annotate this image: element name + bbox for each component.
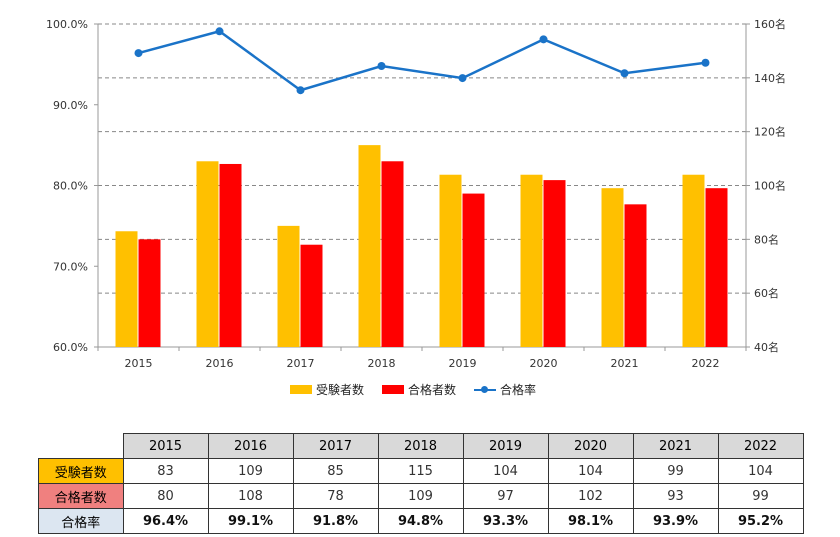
table-cell: 83 xyxy=(122,458,209,484)
table-cell: 99.1% xyxy=(207,508,294,534)
rate-point xyxy=(215,27,224,36)
table-cell: 94.8% xyxy=(377,508,464,534)
y-left-tick-label: 100.0% xyxy=(46,18,88,31)
y-right-tick-label: 60名 xyxy=(754,286,779,300)
table-cell: 108 xyxy=(207,483,294,509)
legend-label-rate: 合格率 xyxy=(500,383,537,397)
rate-point xyxy=(701,58,710,67)
x-tick-label: 2020 xyxy=(530,357,558,370)
y-right-tick-label: 160名 xyxy=(754,17,786,31)
rate-point xyxy=(296,86,305,95)
table-cell: 96.4% xyxy=(122,508,209,534)
chart-legend: 受験者数 合格者数 合格率 xyxy=(290,381,536,398)
table-cell: 104 xyxy=(717,458,804,484)
table-year-header: 2017 xyxy=(292,433,379,459)
table-cell: 98.1% xyxy=(547,508,634,534)
rate-point xyxy=(539,35,548,44)
table-year-header: 2019 xyxy=(462,433,549,459)
bar-passers xyxy=(138,239,161,347)
table-cell: 104 xyxy=(547,458,634,484)
bar-passers xyxy=(543,180,566,347)
y-right-tick-label: 140名 xyxy=(754,71,786,85)
y-left-tick-label: 80.0% xyxy=(53,180,88,193)
table-year-header: 2016 xyxy=(207,433,294,459)
table-cell: 102 xyxy=(547,483,634,509)
x-tick-label: 2019 xyxy=(449,357,477,370)
y-left-tick-label: 60.0% xyxy=(53,341,88,354)
table-cell: 93.9% xyxy=(632,508,719,534)
bar-passers xyxy=(300,244,323,347)
y-right-tick-label: 80名 xyxy=(754,232,779,246)
legend-item-passers: 合格者数 xyxy=(382,381,456,398)
table-cell: 104 xyxy=(462,458,549,484)
row-label-passers: 合格者数 xyxy=(38,483,124,509)
rate-point xyxy=(458,74,467,83)
bar-passers xyxy=(462,193,485,347)
legend-swatch-applicants xyxy=(290,385,312,394)
bar-applicants xyxy=(520,174,543,347)
x-tick-label: 2015 xyxy=(125,357,153,370)
bar-applicants xyxy=(277,225,300,347)
table-cell: 97 xyxy=(462,483,549,509)
legend-item-rate: 合格率 xyxy=(474,381,536,398)
row-label-rate: 合格率 xyxy=(38,508,124,534)
line-rate xyxy=(138,29,706,92)
table-cell: 109 xyxy=(207,458,294,484)
bar-applicants xyxy=(196,161,219,347)
bar-passers xyxy=(381,161,404,347)
table-header-row: 2015 2016 2017 2018 2019 2020 2021 2022 xyxy=(39,433,804,459)
bar-applicants xyxy=(358,145,381,347)
y-right-tick-label: 40名 xyxy=(754,340,779,354)
bar-passers xyxy=(219,163,242,347)
table-cell: 78 xyxy=(292,483,379,509)
table-cell: 85 xyxy=(292,458,379,484)
rate-point xyxy=(620,69,629,78)
x-tick-label: 2017 xyxy=(287,357,315,370)
y-left-tick-label: 70.0% xyxy=(53,260,88,273)
x-tick-label: 2018 xyxy=(368,357,396,370)
y-right-tick-label: 100名 xyxy=(754,179,786,193)
table-cell: 115 xyxy=(377,458,464,484)
combo-chart: 60.0% 70.0% 80.0% 90.0% 100.0% 40名 60名 80名 100名 1… xyxy=(46,17,786,370)
bar-applicants xyxy=(439,174,462,347)
bar-applicants xyxy=(682,174,705,347)
x-tick-label: 2021 xyxy=(611,357,639,370)
legend-swatch-passers xyxy=(382,385,405,394)
bar-passers xyxy=(624,204,647,347)
table-cell: 109 xyxy=(377,483,464,509)
table-cell: 93.3% xyxy=(462,508,549,534)
table-cell: 93 xyxy=(632,483,719,509)
table-year-header: 2020 xyxy=(547,433,634,459)
table-cell: 99 xyxy=(717,483,804,509)
table-row-passers: 合格者数 80 108 78 109 97 102 93 99 xyxy=(38,483,804,509)
y-right-tick-label: 120名 xyxy=(754,125,786,139)
bar-passers xyxy=(705,188,728,347)
table-corner xyxy=(39,434,124,459)
data-table: 2015 2016 2017 2018 2019 2020 2021 2022 … xyxy=(38,433,804,534)
bar-applicants xyxy=(601,188,624,347)
x-tick-label: 2022 xyxy=(692,357,720,370)
table-year-header: 2015 xyxy=(122,433,209,459)
table-cell: 99 xyxy=(632,458,719,484)
x-tick-label: 2016 xyxy=(206,357,234,370)
table-year-header: 2021 xyxy=(632,433,719,459)
legend-label-passers: 合格者数 xyxy=(408,383,457,397)
table-cell: 91.8% xyxy=(292,508,379,534)
y-left-tick-label: 90.0% xyxy=(53,99,88,112)
legend-swatch-rate xyxy=(474,385,497,394)
table-row-rate: 合格率 96.4% 99.1% 91.8% 94.8% 93.3% 98.1% … xyxy=(38,508,804,534)
rate-point xyxy=(134,49,143,58)
table-cell: 95.2% xyxy=(717,508,804,534)
table-cell: 80 xyxy=(122,483,209,509)
bar-applicants xyxy=(115,231,138,347)
table-year-header: 2018 xyxy=(377,433,464,459)
legend-label-applicants: 受験者数 xyxy=(316,383,365,397)
table-year-header: 2022 xyxy=(717,433,804,459)
rate-point xyxy=(377,61,386,70)
row-label-applicants: 受験者数 xyxy=(38,458,124,484)
table-row-applicants: 受験者数 83 109 85 115 104 104 99 104 xyxy=(38,458,804,484)
legend-item-applicants: 受験者数 xyxy=(290,381,364,398)
